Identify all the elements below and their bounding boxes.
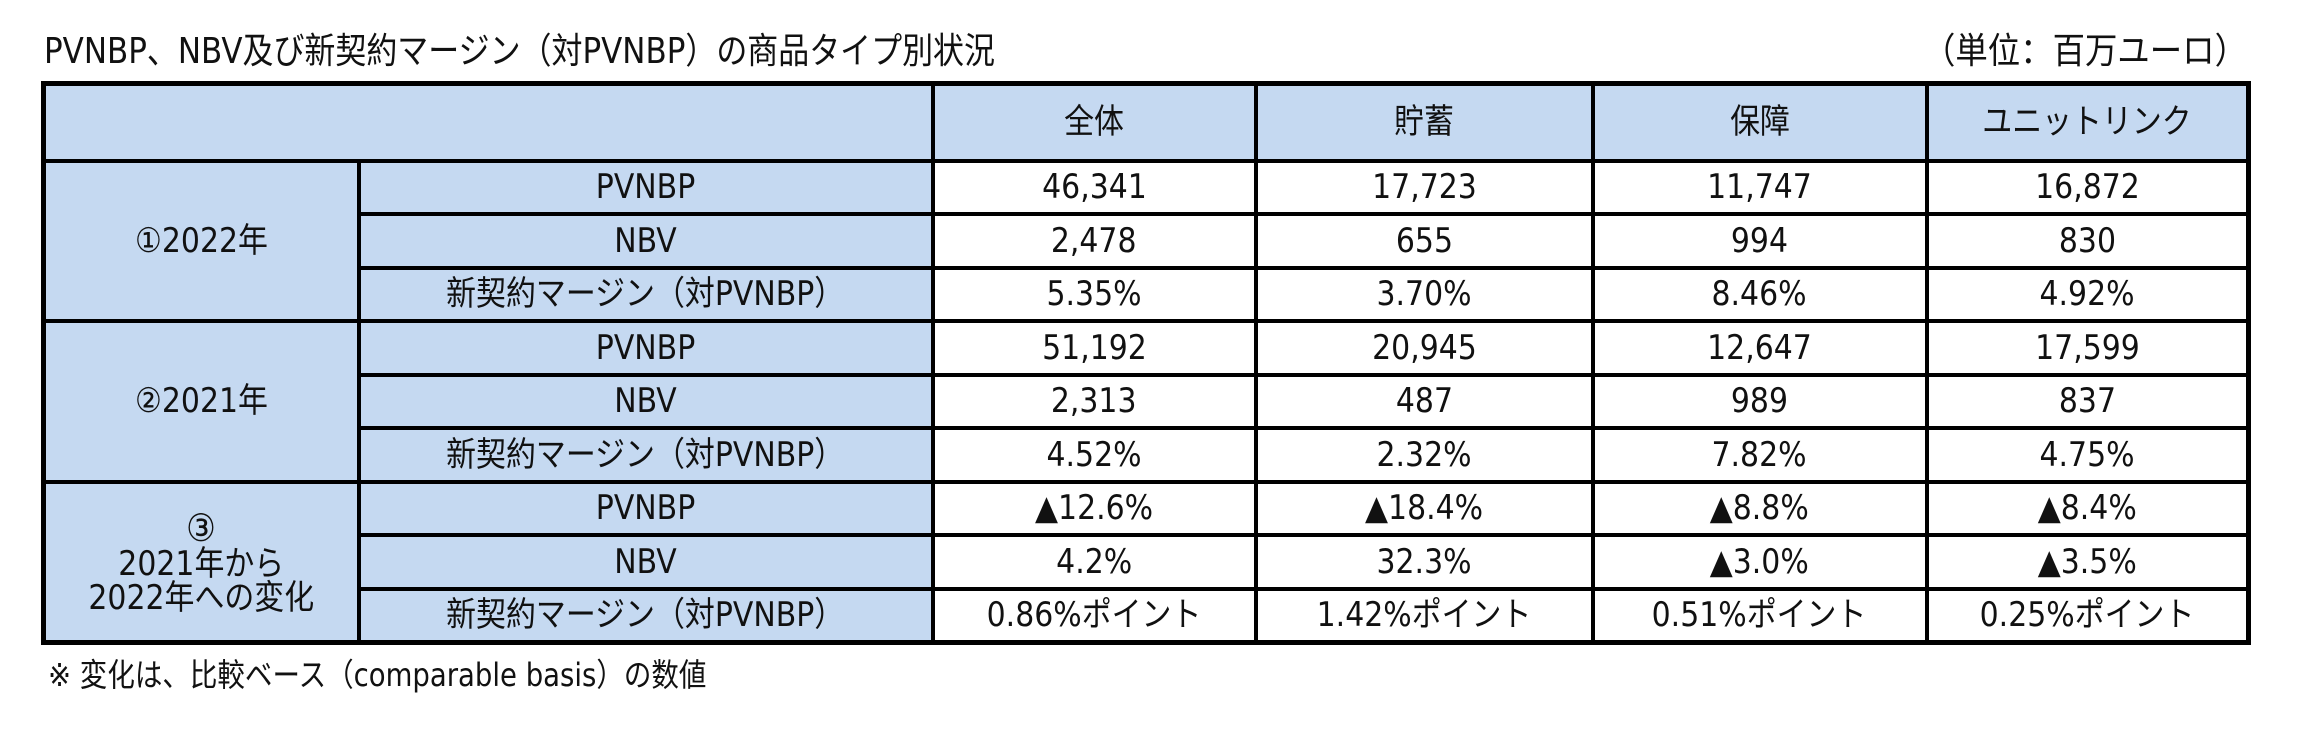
product-type-table: 全体 貯蓄 保障 ユニットリンク ①2022年 PVNBP 46,341 17,… [41,81,2251,645]
cell: 46,341 [930,158,1258,216]
cell: 17,599 [1924,319,2251,377]
table-row: 新契約マージン（対PVNBP） 0.86%ポイント 1.42%ポイント 0.51… [44,586,2251,644]
cell: ▲8.8% [1590,479,1929,537]
cell: 17,723 [1253,158,1595,216]
cell: 1.42%ポイント [1253,586,1595,644]
table-row: 新契約マージン（対PVNBP） 5.35% 3.70% 8.46% 4.92% [44,265,2251,323]
header-corner [41,81,935,163]
cell: ▲12.6% [930,479,1258,537]
cell: 487 [1253,372,1595,430]
group-label-2022: ①2022年 [41,158,361,323]
cell: 16,872 [1924,158,2251,216]
header-row: 全体 貯蓄 保障 ユニットリンク [41,81,2251,163]
table-row: NBV 4.2% 32.3% ▲3.0% ▲3.5% [44,533,2251,591]
row-label: PVNBP [356,158,935,216]
cell: 4.2% [930,533,1258,591]
table-row: NBV 2,313 487 989 837 [44,372,2251,430]
cell: ▲3.5% [1924,533,2251,591]
table-row: 新契約マージン（対PVNBP） 4.52% 2.32% 7.82% 4.75% [44,426,2251,484]
cell: 837 [1924,372,2251,430]
cell: ▲3.0% [1590,533,1929,591]
unit-label: （単位：百万ユーロ） [1922,31,2247,72]
cell: 51,192 [930,319,1258,377]
cell: 32.3% [1253,533,1595,591]
cell: 12,647 [1590,319,1929,377]
column-header-savings: 貯蓄 [1253,81,1595,163]
cell: 994 [1590,212,1929,270]
column-header-total: 全体 [930,81,1258,163]
cell: 2,478 [930,212,1258,270]
group-label-change: ③ 2021年から 2022年への変化 [41,479,361,644]
cell: 7.82% [1590,426,1929,484]
row-label: 新契約マージン（対PVNBP） [356,265,935,323]
cell: 4.75% [1924,426,2251,484]
cell: 0.51%ポイント [1590,586,1929,644]
cell: 989 [1590,372,1929,430]
cell: 4.92% [1924,265,2251,323]
row-label: 新契約マージン（対PVNBP） [356,426,935,484]
column-header-unit-linked: ユニットリンク [1924,81,2251,163]
cell: 830 [1924,212,2251,270]
cell: 0.25%ポイント [1924,586,2251,644]
cell: 5.35% [930,265,1258,323]
cell: 11,747 [1590,158,1929,216]
row-label: 新契約マージン（対PVNBP） [356,586,935,644]
footnote: ※ 変化は、比較ベース（comparable basis）の数値 [48,656,707,694]
cell: 4.52% [930,426,1258,484]
table-row: NBV 2,478 655 994 830 [44,212,2251,270]
cell: 2,313 [930,372,1258,430]
column-header-protection: 保障 [1590,81,1929,163]
cell: ▲18.4% [1253,479,1595,537]
row-label: NBV [356,372,935,430]
cell: 0.86%ポイント [930,586,1258,644]
cell: ▲8.4% [1924,479,2251,537]
row-label: NBV [356,533,935,591]
cell: 655 [1253,212,1595,270]
cell: 3.70% [1253,265,1595,323]
table-row: ③ 2021年から 2022年への変化 PVNBP ▲12.6% ▲18.4% … [41,479,2251,644]
row-label: PVNBP [356,319,935,377]
cell: 8.46% [1590,265,1929,323]
table-title: PVNBP、NBV及び新契約マージン（対PVNBP）の商品タイプ別状況 [44,31,995,72]
cell: 20,945 [1253,319,1595,377]
table-row: ①2022年 PVNBP 46,341 17,723 11,747 16,872 [41,158,2251,323]
row-label: NBV [356,212,935,270]
table-row: ②2021年 PVNBP 51,192 20,945 12,647 17,599 [41,319,2251,484]
row-label: PVNBP [356,479,935,537]
cell: 2.32% [1253,426,1595,484]
group-label-2021: ②2021年 [41,319,361,484]
